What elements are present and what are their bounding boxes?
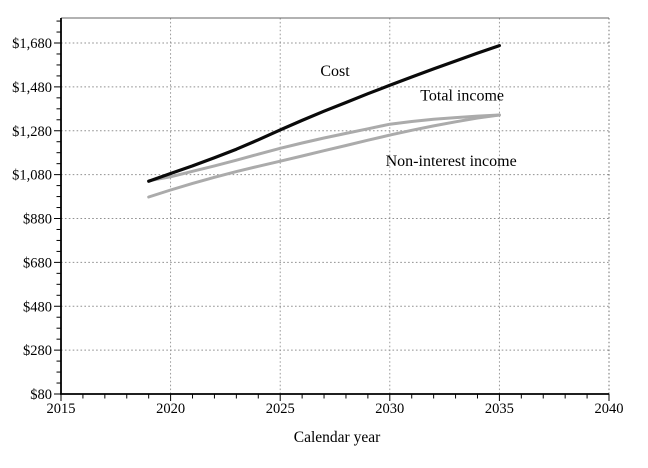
non-interest-income-line	[147, 113, 501, 199]
series-lines	[147, 43, 501, 199]
cost-line	[147, 43, 501, 183]
x-tick-label: 2035	[485, 401, 514, 417]
x-axis-title: Calendar year	[294, 429, 381, 446]
y-ticks	[54, 20, 61, 395]
y-tick-labels: $80 $280 $480 $680 $880 $1,080 $1,280 $1,480 $1,…	[12, 36, 52, 403]
x-tick-labels: 2015 2020 2025 2030 2035 2040	[47, 401, 624, 417]
y-tick-label: $1,280	[12, 124, 52, 140]
x-axis-label: Calendar year	[294, 429, 381, 446]
y-tick-label: $680	[23, 255, 52, 271]
x-tick-label: 2020	[156, 401, 185, 417]
cost-label: Cost	[320, 63, 350, 80]
x-tick-label: 2040	[595, 401, 624, 417]
x-tick-label: 2025	[266, 401, 295, 417]
x-tick-label: 2015	[47, 401, 76, 417]
non-interest-income-label: Non-interest income	[386, 153, 517, 170]
total-income-label: Total income	[420, 87, 504, 104]
y-tick-label: $1,680	[12, 36, 52, 52]
y-tick-label: $1,480	[12, 80, 52, 96]
total-income-line	[147, 113, 501, 183]
series-labels: Cost Total income Non-interest income	[320, 63, 516, 170]
x-tick-label: 2030	[375, 401, 404, 417]
y-tick-label: $480	[23, 299, 52, 315]
y-tick-label: $280	[23, 343, 52, 359]
y-tick-label: $1,080	[12, 168, 52, 184]
y-tick-label: $880	[23, 212, 52, 228]
y-tick-label: $80	[30, 387, 52, 403]
gridlines	[61, 18, 610, 394]
x-ticks	[60, 394, 610, 401]
